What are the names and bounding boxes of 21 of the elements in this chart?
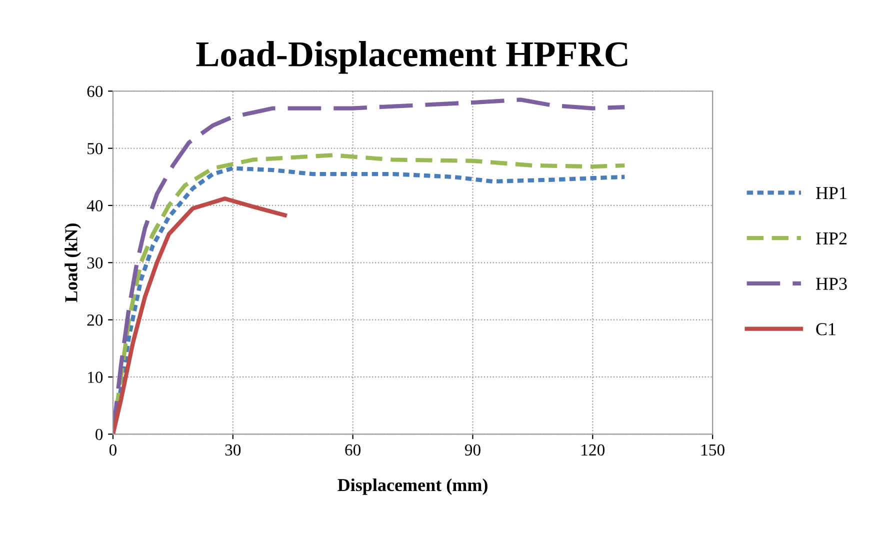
y-tick-label: 20: [87, 314, 103, 326]
chart-title: Load-Displacement HPFRC: [196, 41, 628, 74]
y-tick-label: 50: [88, 142, 103, 154]
legend-label: C1: [816, 323, 836, 336]
x-tick-label: 90: [464, 444, 480, 456]
y-tick-label: 60: [87, 86, 103, 98]
legend-label: HP3: [816, 278, 847, 290]
legend-label: HP2: [816, 232, 847, 244]
x-tick-label: 0: [109, 444, 116, 456]
x-tick-label: 30: [225, 444, 241, 456]
y-tick-label: 0: [96, 428, 103, 440]
legend-label: HP1: [816, 187, 846, 199]
y-axis-title: Load (kN): [64, 224, 82, 302]
y-tick-label: 30: [87, 257, 103, 269]
x-tick-label: 120: [582, 444, 605, 456]
x-tick-label: 150: [702, 444, 724, 456]
y-tick-label: 40: [86, 200, 103, 212]
y-tick-label: 10: [88, 372, 103, 383]
x-tick-label: 60: [345, 444, 361, 456]
line-series: [112, 196, 287, 434]
x-axis-title: Displacement (mm): [338, 478, 488, 495]
